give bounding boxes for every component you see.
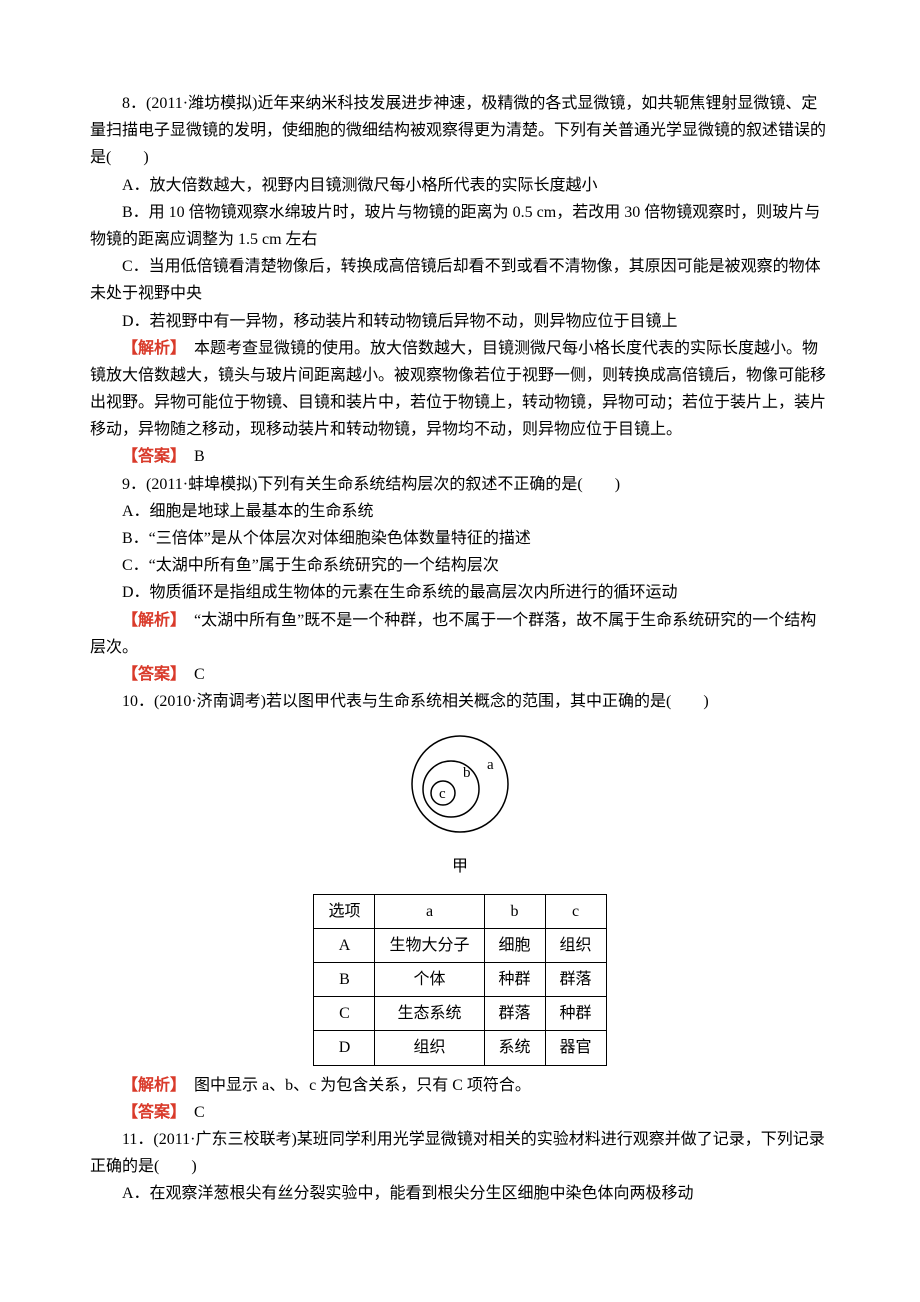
th-b: b <box>484 894 545 928</box>
label-b: b <box>463 765 471 781</box>
label-a: a <box>487 757 494 773</box>
q10-figure-caption: 甲 <box>90 853 830 880</box>
cell: 细胞 <box>484 928 545 962</box>
concentric-circles-diagram: a b c <box>395 729 525 839</box>
cell: 种群 <box>484 963 545 997</box>
q8-answer-text: B <box>178 448 205 465</box>
cell: 器官 <box>545 1031 606 1065</box>
q8-answer-label: 【答案】 <box>122 448 178 465</box>
q9-option-a: A．细胞是地球上最基本的生命系统 <box>90 498 830 525</box>
q8-option-a: A．放大倍数越大，视野内目镜测微尺每小格所代表的实际长度越小 <box>90 172 830 199</box>
table-row: D 组织 系统 器官 <box>314 1031 606 1065</box>
q9-analysis-text: “太湖中所有鱼”既不是一个种群，也不属于一个群落，故不属于生命系统研究的一个结构… <box>90 612 816 656</box>
cell: 群落 <box>484 997 545 1031</box>
th-option: 选项 <box>314 894 375 928</box>
cell: 生态系统 <box>375 997 484 1031</box>
cell: 种群 <box>545 997 606 1031</box>
q8-analysis-text: 本题考查显微镜的使用。放大倍数越大，目镜测微尺每小格长度代表的实际长度越小。物镜… <box>90 340 826 439</box>
cell: 组织 <box>545 928 606 962</box>
q11-stem: 11．(2011·广东三校联考)某班同学利用光学显微镜对相关的实验材料进行观察并… <box>90 1126 830 1180</box>
cell: 组织 <box>375 1031 484 1065</box>
cell: C <box>314 997 375 1031</box>
table-row: C 生态系统 群落 种群 <box>314 997 606 1031</box>
q11-option-a: A．在观察洋葱根尖有丝分裂实验中，能看到根尖分生区细胞中染色体向两极移动 <box>90 1180 830 1207</box>
q9-answer: 【答案】 C <box>90 661 830 688</box>
cell: 群落 <box>545 963 606 997</box>
label-c: c <box>439 786 446 802</box>
cell: 个体 <box>375 963 484 997</box>
cell: B <box>314 963 375 997</box>
q10-table: 选项 a b c A 生物大分子 细胞 组织 B 个体 种群 群落 C 生态系统 <box>313 894 606 1066</box>
circle-a <box>412 736 508 832</box>
table-row: B 个体 种群 群落 <box>314 963 606 997</box>
q8-analysis: 【解析】 本题考查显微镜的使用。放大倍数越大，目镜测微尺每小格长度代表的实际长度… <box>90 335 830 444</box>
q10-answer-text: C <box>178 1104 205 1121</box>
q10-figure: a b c <box>90 729 830 848</box>
q10-analysis-text: 图中显示 a、b、c 为包含关系，只有 C 项符合。 <box>178 1077 531 1094</box>
cell: A <box>314 928 375 962</box>
th-c: c <box>545 894 606 928</box>
document-page: 8．(2011·潍坊模拟)近年来纳米科技发展进步神速，极精微的各式显微镜，如共轭… <box>0 0 920 1248</box>
q10-stem: 10．(2010·济南调考)若以图甲代表与生命系统相关概念的范围，其中正确的是(… <box>90 688 830 715</box>
q8-option-c: C．当用低倍镜看清楚物像后，转换成高倍镜后却看不到或看不清物像，其原因可能是被观… <box>90 253 830 307</box>
q8-option-b: B．用 10 倍物镜观察水绵玻片时，玻片与物镜的距离为 0.5 cm，若改用 3… <box>90 199 830 253</box>
cell: 系统 <box>484 1031 545 1065</box>
cell: D <box>314 1031 375 1065</box>
q9-analysis: 【解析】 “太湖中所有鱼”既不是一个种群，也不属于一个群落，故不属于生命系统研究… <box>90 607 830 661</box>
table-header-row: 选项 a b c <box>314 894 606 928</box>
cell: 生物大分子 <box>375 928 484 962</box>
q9-option-d: D．物质循环是指组成生物体的元素在生命系统的最高层次内所进行的循环运动 <box>90 579 830 606</box>
q10-answer-label: 【答案】 <box>122 1104 178 1121</box>
q9-analysis-label: 【解析】 <box>122 612 178 629</box>
q9-answer-label: 【答案】 <box>122 666 178 683</box>
q8-option-d: D．若视野中有一异物，移动装片和转动物镜后异物不动，则异物应位于目镜上 <box>90 308 830 335</box>
q10-analysis-label: 【解析】 <box>122 1077 178 1094</box>
q10-analysis: 【解析】 图中显示 a、b、c 为包含关系，只有 C 项符合。 <box>90 1072 830 1099</box>
q10-answer: 【答案】 C <box>90 1099 830 1126</box>
q8-answer: 【答案】 B <box>90 443 830 470</box>
q9-answer-text: C <box>178 666 205 683</box>
table-row: A 生物大分子 细胞 组织 <box>314 928 606 962</box>
q8-stem: 8．(2011·潍坊模拟)近年来纳米科技发展进步神速，极精微的各式显微镜，如共轭… <box>90 90 830 172</box>
q9-stem: 9．(2011·蚌埠模拟)下列有关生命系统结构层次的叙述不正确的是( ) <box>90 471 830 498</box>
q9-option-b: B．“三倍体”是从个体层次对体细胞染色体数量特征的描述 <box>90 525 830 552</box>
th-a: a <box>375 894 484 928</box>
q8-analysis-label: 【解析】 <box>122 340 178 357</box>
q9-option-c: C．“太湖中所有鱼”属于生命系统研究的一个结构层次 <box>90 552 830 579</box>
